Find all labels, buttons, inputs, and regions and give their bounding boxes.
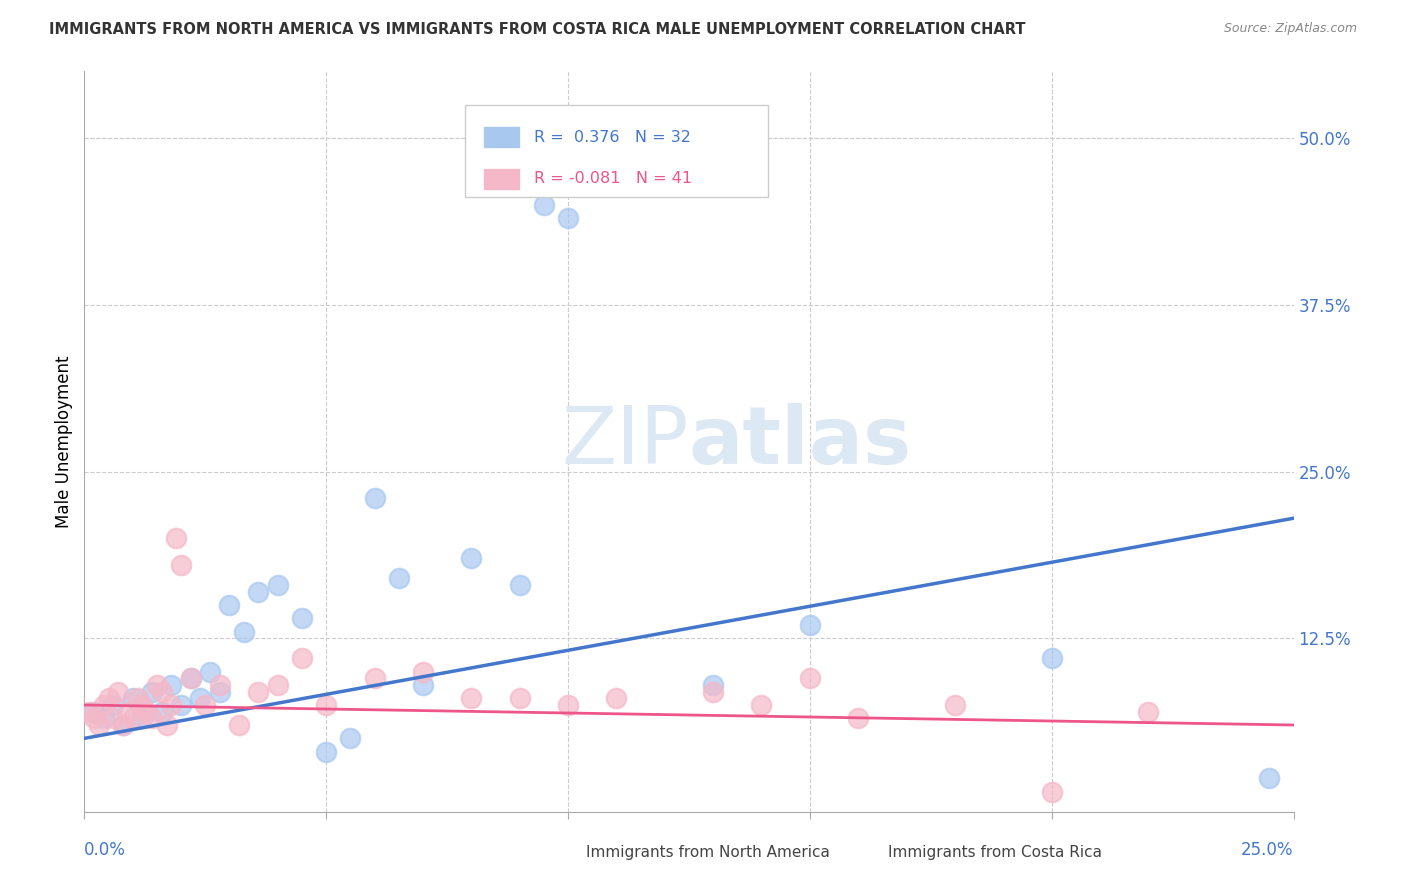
Point (460, 691, 482, 706)
Point (339, 731, 361, 746)
Point (363, 671, 385, 685)
Point (533, 198, 555, 212)
Text: Source: ZipAtlas.com: Source: ZipAtlas.com (1223, 22, 1357, 36)
Point (117, 705, 139, 719)
Text: R = -0.081   N = 41: R = -0.081 N = 41 (534, 171, 692, 186)
Point (1137, 705, 1160, 719)
Point (315, 698, 337, 712)
Point (83, 711, 105, 725)
Point (509, 691, 531, 706)
Point (943, 698, 966, 712)
Point (131, 698, 153, 712)
Point (388, 571, 411, 585)
Point (702, 678, 724, 692)
Point (150, 684, 173, 698)
Point (97, 691, 120, 706)
Text: 25.0%: 25.0% (1241, 841, 1294, 859)
Point (605, 691, 627, 706)
Point (150, 705, 173, 719)
Point (190, 691, 212, 706)
Point (751, 698, 773, 712)
Point (315, 745, 337, 759)
Point (121, 691, 143, 706)
Point (131, 711, 153, 725)
Text: R =  0.376   N = 32: R = 0.376 N = 32 (534, 129, 690, 145)
Point (412, 678, 434, 692)
Text: Immigrants from North America: Immigrants from North America (586, 845, 830, 860)
Text: IMMIGRANTS FROM NORTH AMERICA VS IMMIGRANTS FROM COSTA RICA MALE UNEMPLOYMENT CO: IMMIGRANTS FROM NORTH AMERICA VS IMMIGRA… (49, 22, 1026, 37)
Point (1040, 785, 1063, 799)
Bar (484, 168, 520, 190)
Point (112, 718, 135, 732)
Point (77, 705, 100, 719)
Point (180, 671, 202, 685)
Point (83, 705, 105, 719)
FancyBboxPatch shape (465, 104, 768, 197)
Point (112, 718, 135, 732)
Point (165, 531, 187, 545)
Point (127, 691, 149, 706)
Point (198, 665, 221, 679)
Point (170, 558, 193, 572)
Point (1040, 651, 1063, 665)
Point (1258, 772, 1281, 786)
Point (103, 698, 125, 712)
Text: Immigrants from Costa Rica: Immigrants from Costa Rica (889, 845, 1102, 860)
Point (93, 711, 115, 725)
Point (218, 598, 240, 612)
Bar (852, 844, 883, 862)
Point (557, 211, 579, 226)
Point (160, 698, 183, 712)
Point (160, 678, 183, 692)
Point (412, 665, 434, 679)
Text: atlas: atlas (689, 402, 912, 481)
Point (846, 711, 869, 725)
Point (799, 671, 821, 685)
Y-axis label: Male Unemployment: Male Unemployment (55, 355, 73, 528)
Point (363, 491, 385, 506)
Point (146, 678, 169, 692)
Point (233, 624, 256, 639)
Point (107, 684, 129, 698)
Point (141, 711, 163, 725)
Point (155, 718, 177, 732)
Bar (550, 844, 581, 862)
Point (702, 684, 724, 698)
Point (208, 684, 231, 698)
Point (291, 651, 314, 665)
Point (208, 678, 231, 692)
Point (121, 711, 143, 725)
Point (267, 578, 290, 592)
Text: ZIP: ZIP (561, 402, 689, 481)
Point (509, 578, 531, 592)
Point (247, 684, 270, 698)
Point (136, 705, 159, 719)
Point (291, 611, 314, 625)
Point (557, 698, 579, 712)
Point (103, 711, 125, 725)
Bar (484, 126, 520, 148)
Point (141, 684, 163, 698)
Point (180, 671, 202, 685)
Point (267, 678, 290, 692)
Point (87, 718, 110, 732)
Point (460, 551, 482, 566)
Point (170, 698, 193, 712)
Text: 0.0%: 0.0% (84, 841, 127, 859)
Point (228, 718, 250, 732)
Point (93, 698, 115, 712)
Point (194, 698, 217, 712)
Point (799, 618, 821, 632)
Point (247, 584, 270, 599)
